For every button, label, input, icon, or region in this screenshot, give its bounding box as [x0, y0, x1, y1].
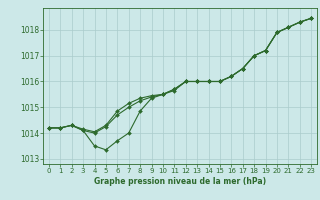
X-axis label: Graphe pression niveau de la mer (hPa): Graphe pression niveau de la mer (hPa)	[94, 177, 266, 186]
